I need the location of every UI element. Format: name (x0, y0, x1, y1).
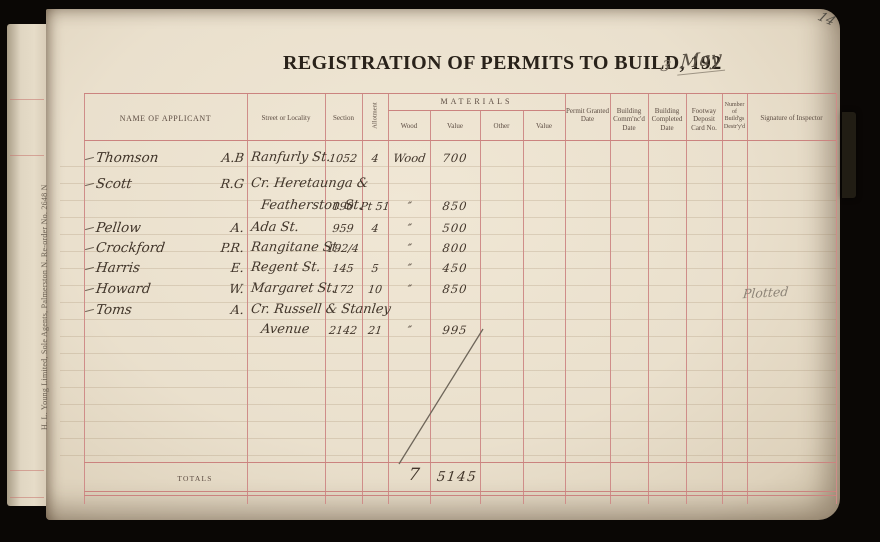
allotment-number: 10 (367, 283, 383, 296)
applicant-initials: A. (230, 302, 245, 317)
page-edge-line (10, 99, 44, 100)
allotment-number: 21 (367, 324, 383, 337)
column-header-value1: Value (447, 122, 463, 130)
printer-imprint: H. L. Young Limited, Sole Agents, Palmer… (40, 184, 49, 430)
column-header-value2: Value (536, 122, 552, 130)
column-header-footway: Footway Deposit Card No. (691, 107, 717, 132)
column-header-name: NAME OF APPLICANT (119, 114, 212, 123)
page-title: REGISTRATION OF PERMITS TO BUILD, 192 (283, 52, 722, 74)
street-locality: Cr. Russell & Stanley (250, 302, 392, 317)
material-value: 450 (441, 261, 469, 275)
applicant-initials: R.G (219, 176, 245, 191)
applicant-initials: W. (228, 281, 245, 296)
handwritten-month: May (677, 46, 727, 76)
material-value: 800 (441, 241, 469, 255)
applicant-initials: A.B (220, 150, 245, 165)
column-header-allotment: Allotment (371, 102, 379, 129)
table-grid-line (84, 93, 836, 94)
table-grid-line (84, 462, 836, 463)
material-value: 850 (441, 199, 469, 213)
table-grid-line (84, 495, 836, 496)
applicant-name: Thomson (95, 150, 160, 166)
material-value: 700 (441, 151, 469, 165)
allotment-number: 4 (370, 222, 380, 235)
material-ditto: ″ (406, 241, 413, 255)
page-edge-stack (7, 24, 46, 506)
index-tab (842, 112, 856, 198)
street-locality: Cr. Heretaunga & (250, 176, 370, 191)
material-wood: Wood (392, 151, 427, 165)
allotment-number: 5 (370, 262, 380, 275)
applicant-name: Toms (95, 302, 133, 318)
column-header-completed: Building Completed Date (651, 107, 683, 132)
section-number: 192/4 (326, 242, 360, 255)
totals-wood: 7 (407, 465, 421, 485)
applicant-name: Scott (95, 176, 133, 192)
material-value: 995 (441, 323, 469, 337)
applicant-name: Howard (95, 281, 152, 297)
material-ditto: ″ (406, 282, 413, 296)
table-grid-line (388, 110, 565, 111)
table-grid-line (722, 93, 723, 504)
totals-value: 5145 (435, 469, 479, 485)
column-header-signature: Signature of Inspector (760, 114, 823, 122)
column-header-commenced: Building Comm'nc'd Date (613, 107, 645, 132)
table-grid-line (523, 110, 524, 504)
applicant-initials: E. (229, 260, 245, 275)
applicant-name: Harris (95, 260, 141, 276)
material-ditto: ″ (406, 221, 413, 235)
table-grid-line (84, 93, 85, 504)
table-grid-line (686, 93, 687, 504)
column-header-section: Section (333, 114, 354, 122)
table-grid-line (565, 93, 566, 504)
material-value: 500 (441, 221, 469, 235)
material-ditto: ″ (406, 199, 413, 213)
table-grid-line (480, 110, 481, 504)
table-grid-line (836, 93, 837, 504)
table-grid-line (648, 93, 649, 504)
column-header-other: Other (493, 122, 510, 130)
table-grid-line (84, 491, 836, 492)
pencil-note: Plotted (742, 283, 790, 302)
page-edge-line (10, 470, 44, 471)
table-grid-line (84, 140, 836, 141)
column-header-materials: MATERIALS (440, 97, 513, 106)
table-grid-line (388, 93, 389, 504)
applicant-name: Crockford (95, 240, 166, 256)
material-value: 850 (441, 282, 469, 296)
column-header-street: Street or Locality (261, 114, 311, 122)
table-grid-line (430, 110, 431, 504)
table-grid-line (325, 93, 326, 504)
applicant-name: Pellow (95, 220, 142, 236)
applicant-initials: P.R. (219, 240, 245, 255)
column-header-permit: Permit Granted Date (566, 107, 609, 124)
table-grid-line (362, 93, 363, 504)
material-ditto: ″ (406, 261, 413, 275)
column-header-destroyed: Number of Build'gs Destr'y'd (723, 102, 746, 130)
page-edge-line (10, 155, 44, 156)
totals-label: TOTALS (177, 474, 213, 483)
applicant-initials: A. (230, 220, 245, 235)
table-grid-line (747, 93, 748, 504)
table-grid-line (610, 93, 611, 504)
page-edge-line (10, 497, 44, 498)
table-grid-line (247, 93, 248, 504)
allotment-number: Pt 51 (359, 200, 391, 213)
column-header-wood: Wood (400, 122, 418, 130)
material-ditto: ″ (406, 323, 413, 337)
allotment-number: 4 (370, 152, 380, 165)
